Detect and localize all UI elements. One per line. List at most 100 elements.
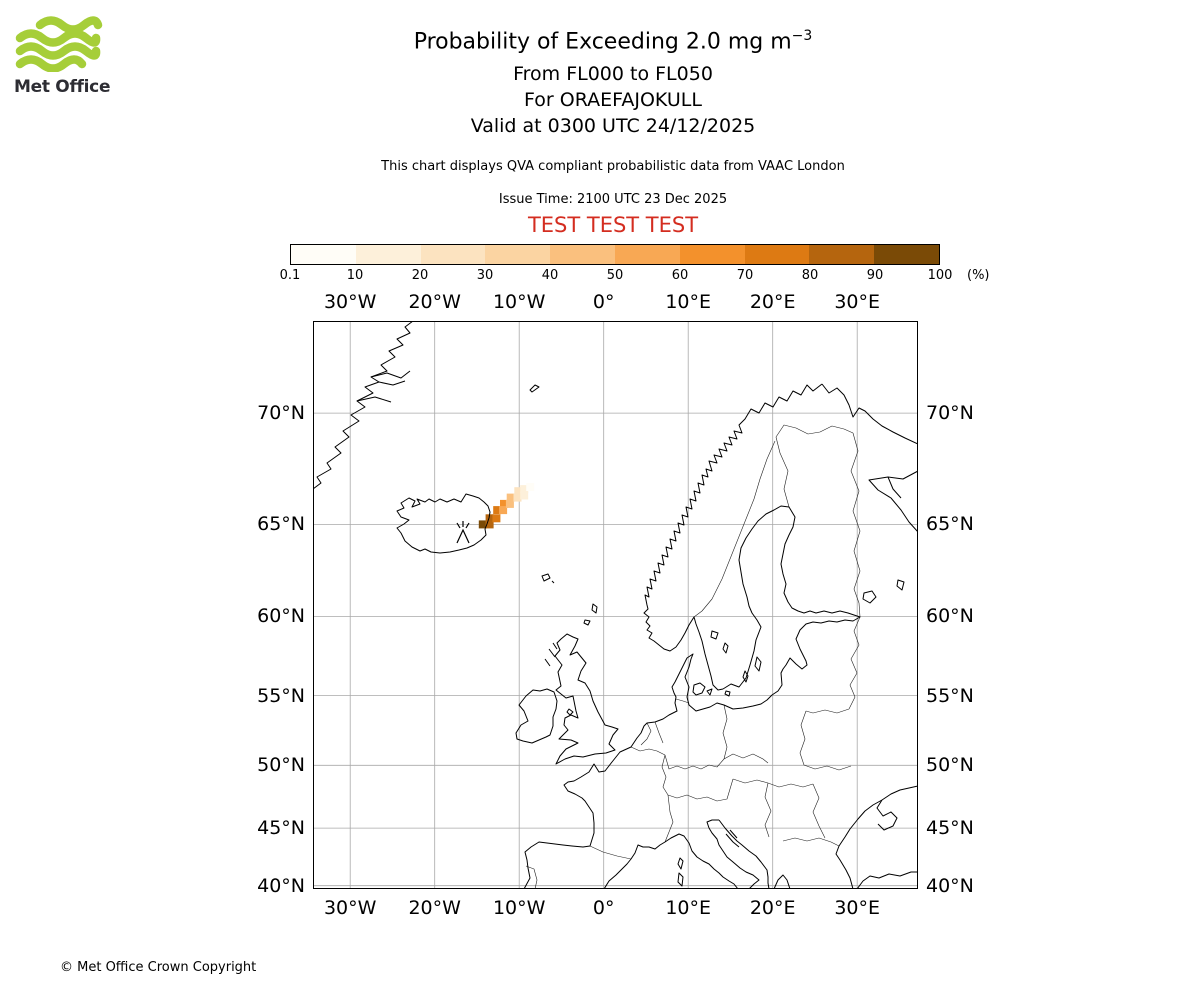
lat-label-right: 50°N [926,754,974,777]
border-central-europe [630,698,769,802]
coast-great-britain [554,633,619,765]
colorbar-tick-label: 30 [476,268,494,283]
island-shetland [583,603,598,626]
island-bornholm [724,690,731,697]
lake-onega [896,579,905,591]
coast-denmark-islands [692,682,713,696]
colorbar-segment [614,245,680,264]
lat-label-right: 60°N [926,605,974,628]
border-east-europe [764,708,852,847]
plume-cell [485,514,494,523]
plume-cell [526,483,535,491]
coast-crimea [876,799,898,831]
border-lapland [775,424,854,438]
colorbar-tick-label: 80 [801,268,819,283]
colorbar-tick-label: 90 [866,268,884,283]
page-title-exponent: −3 [791,28,813,44]
graticule [313,321,918,889]
coastlines [313,321,918,889]
met-office-logo-text: Met Office [14,77,111,97]
lon-label-top: 20°E [749,291,796,313]
island-corsica-sardinia [677,857,684,887]
colorbar-segment [420,245,486,264]
page-title: Probability of Exceeding 2.0 mg m−3 [26,28,1200,54]
coast-med-north [603,833,739,889]
border-baltics-russia [848,616,861,710]
lat-label-left: 65°N [257,513,305,536]
colorbar-tick-label: 60 [671,268,689,283]
country-borders [525,424,861,889]
map-svg [313,321,918,889]
coast-norway-north-kola [821,383,918,445]
subtitle-flight-levels: From FL000 to FL050 [513,63,713,85]
island-jan-mayen [529,384,540,393]
colorbar-unit: (%) [967,268,990,283]
volcano-marker [456,521,470,544]
lat-label-left: 70°N [257,402,305,425]
colorbar-tick-label: 10 [346,268,364,283]
coast-anatolia [856,871,918,889]
plume-cell [500,499,508,508]
lat-label-left: 55°N [257,684,305,707]
lon-label-top: 10°E [665,291,711,313]
colorbar-tick-label: 50 [606,268,624,283]
lake-vattern [722,642,729,654]
lon-label-bottom: 20°W [408,897,461,919]
plume-cell [520,491,529,500]
colorbar-tick-label: 20 [411,268,429,283]
coast-ireland [515,688,558,744]
lake-ladoga [862,590,877,604]
plume-cell [505,499,514,508]
colorbar-segment [291,245,356,264]
border-iberia [525,845,632,889]
coast-iceland [396,493,491,554]
plume-cell [493,506,502,515]
lat-label-right: 55°N [926,684,974,707]
plume-cell [492,514,501,523]
lake-vanern [710,630,719,640]
plume-cell [513,493,522,502]
lon-label-top: 0° [592,291,615,313]
coast-greenland-fjords [356,370,411,403]
logo-wave [15,29,101,47]
colorbar [290,244,940,265]
logo-wave [15,42,101,60]
colorbar-tick-label: 40 [541,268,559,283]
island-hebrides [544,642,558,667]
lon-label-bottom: 10°W [492,897,546,919]
plume-cell [520,485,529,494]
qva-note: This chart displays QVA compliant probab… [381,159,845,174]
test-banner: TEST TEST TEST [527,213,699,237]
plume-cell [506,493,515,502]
colorbar-segment [679,245,745,264]
met-office-logo-icon [15,16,103,73]
volcano-triangle [456,528,470,544]
lat-label-left: 50°N [257,754,305,777]
coast-black-sea [835,785,918,889]
lon-label-top: 30°E [834,291,880,313]
colorbar-segment [744,245,810,264]
issue-time: Issue Time: 2100 UTC 23 Dec 2025 [498,192,728,207]
colorbar-ticks: 0.1 10 20 30 40 50 60 70 80 90 100 [280,268,953,284]
border-france-italy [664,794,674,843]
plume-cell [499,506,508,515]
lat-label-right: 65°N [926,513,974,536]
coast-mainland-west [523,505,861,889]
subtitle-volcano: For ORAEFAJOKULL [524,89,702,111]
coast-norway-west [643,383,823,691]
subtitle-valid-time: Valid at 0300 UTC 24/12/2025 [470,115,756,137]
ash-plume [478,483,535,529]
colorbar-segment [355,245,421,264]
colorbar-segment [874,245,939,264]
colorbar-tick-label: 0.1 [279,268,301,283]
border-sweden-finland [775,436,790,508]
lat-label-right: 40°N [926,874,974,897]
colorbar-segment [550,245,615,264]
border-finland-russia [850,432,861,618]
colorbar-segment [809,245,875,264]
volcano-eruption-rays [456,521,470,529]
lat-label-right: 45°N [926,817,974,840]
coast-white-sea [868,470,918,533]
met-office-logo: Met Office [14,16,118,97]
